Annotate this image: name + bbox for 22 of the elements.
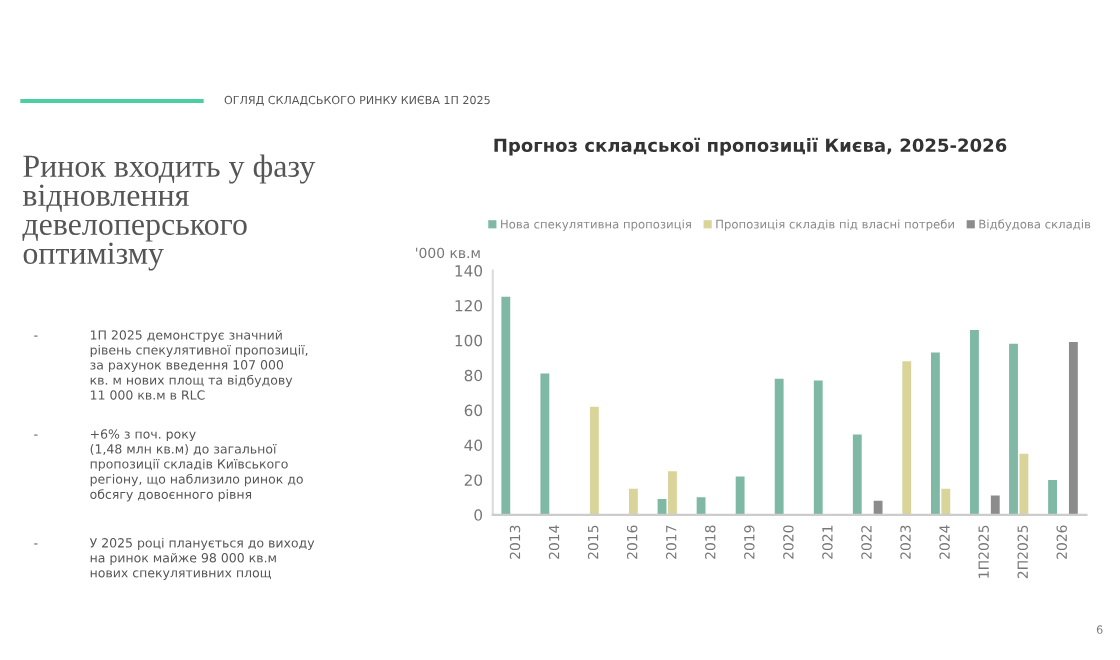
bar: [941, 488, 951, 515]
bar: [501, 296, 511, 515]
bar: [813, 380, 823, 515]
bar: [696, 497, 706, 515]
bar: [668, 471, 677, 515]
bar: [540, 373, 550, 515]
bar: [628, 488, 638, 515]
bar: [902, 361, 912, 515]
bar: [1009, 343, 1018, 515]
bar: [774, 378, 784, 515]
bar: [990, 495, 1000, 515]
text: Ринок входить у фазу відновлення девелоперського оптимізму: [22, 154, 316, 271]
chart-title: Прогноз складської пропозиції Києва, 2025-2026: [494, 137, 1007, 156]
bar: [1048, 479, 1057, 515]
bar: [1019, 453, 1029, 515]
bar: [735, 476, 745, 515]
bar: [589, 406, 599, 515]
bar: [1068, 342, 1078, 515]
bar: [970, 329, 979, 515]
bar: [930, 352, 940, 515]
bar: [852, 434, 862, 515]
bar: [873, 500, 883, 515]
